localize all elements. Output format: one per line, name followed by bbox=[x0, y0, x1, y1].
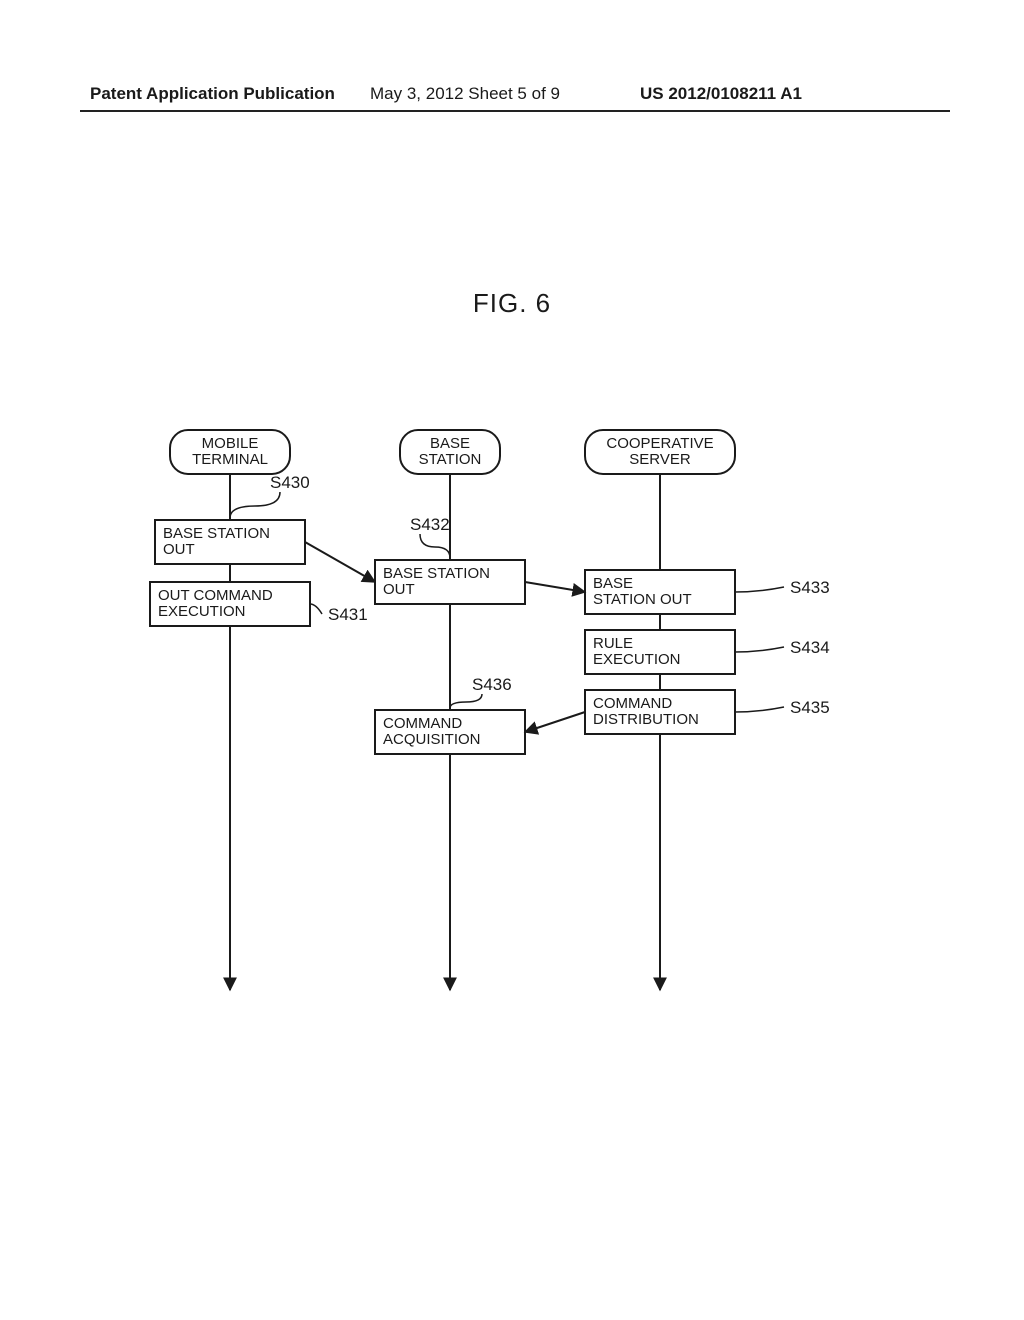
step-tick bbox=[230, 492, 280, 518]
lane-label: MOBILE bbox=[202, 435, 259, 452]
lane-label: TERMINAL bbox=[192, 451, 268, 468]
message-arrow bbox=[305, 542, 375, 582]
step-box-label: STATION OUT bbox=[593, 591, 692, 608]
step-box-label: OUT bbox=[163, 541, 195, 558]
figure-title: FIG. 6 bbox=[0, 288, 1024, 319]
step-tick bbox=[735, 707, 784, 712]
lane-label: SERVER bbox=[629, 451, 691, 468]
step-box-label: COMMAND bbox=[593, 695, 672, 712]
step-box-label: BASE STATION bbox=[163, 525, 270, 542]
header-left: Patent Application Publication bbox=[90, 84, 335, 104]
step-ref: S432 bbox=[410, 515, 450, 534]
step-box-label: EXECUTION bbox=[593, 651, 681, 668]
step-tick bbox=[420, 534, 450, 558]
step-tick bbox=[450, 694, 482, 708]
step-box-label: BASE bbox=[593, 575, 633, 592]
step-ref: S433 bbox=[790, 578, 830, 597]
step-ref: S431 bbox=[328, 605, 368, 624]
message-arrow bbox=[525, 582, 585, 592]
step-ref: S435 bbox=[790, 698, 830, 717]
header-rule bbox=[80, 110, 950, 112]
step-box-label: OUT COMMAND bbox=[158, 587, 273, 604]
header-mid: May 3, 2012 Sheet 5 of 9 bbox=[370, 84, 560, 104]
step-tick bbox=[735, 647, 784, 652]
step-ref: S430 bbox=[270, 473, 310, 492]
step-tick bbox=[310, 604, 322, 614]
step-box-label: ACQUISITION bbox=[383, 731, 481, 748]
step-tick bbox=[735, 587, 784, 592]
step-box-label: COMMAND bbox=[383, 715, 462, 732]
step-box-label: RULE bbox=[593, 635, 633, 652]
lane-label: BASE bbox=[430, 435, 470, 452]
step-box-label: EXECUTION bbox=[158, 603, 246, 620]
step-box-label: DISTRIBUTION bbox=[593, 711, 699, 728]
lane-label: STATION bbox=[419, 451, 482, 468]
lane-label: COOPERATIVE bbox=[606, 435, 713, 452]
sequence-diagram: MOBILETERMINALBASESTATIONCOOPERATIVESERV… bbox=[0, 410, 1024, 1070]
page: Patent Application Publication May 3, 20… bbox=[0, 0, 1024, 1320]
step-ref: S434 bbox=[790, 638, 830, 657]
message-arrow bbox=[525, 712, 585, 732]
step-box-label: OUT bbox=[383, 581, 415, 598]
step-ref: S436 bbox=[472, 675, 512, 694]
step-box-label: BASE STATION bbox=[383, 565, 490, 582]
header-right: US 2012/0108211 A1 bbox=[640, 84, 802, 104]
